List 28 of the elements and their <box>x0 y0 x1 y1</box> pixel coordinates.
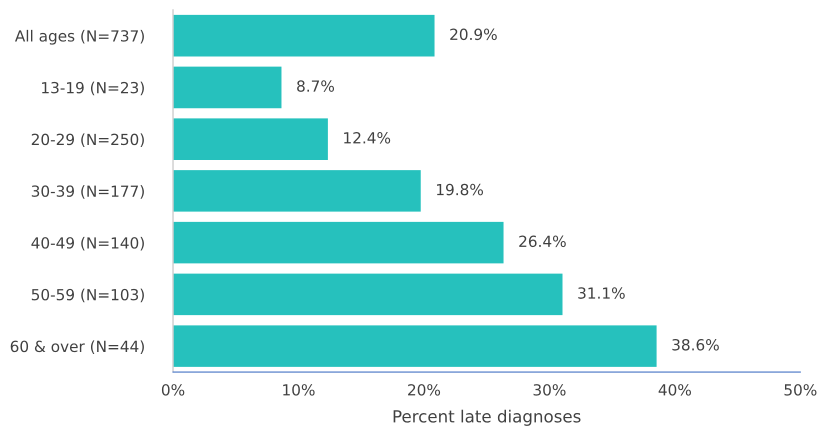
y-tick-label: 40-49 (N=140) <box>31 236 144 250</box>
data-label: 38.6% <box>672 339 719 351</box>
data-label: 12.4% <box>344 132 390 144</box>
bar <box>173 65 283 110</box>
data-label: 20.9% <box>450 28 497 40</box>
y-tick-label: 60 & over (N=44) <box>10 340 144 354</box>
bar <box>173 220 505 265</box>
data-label: 19.8% <box>437 184 484 196</box>
data-label: 26.4% <box>519 236 566 248</box>
bar <box>173 168 422 214</box>
x-tick-label: 0% <box>162 384 184 396</box>
y-tick-label: 30-39 (N=177) <box>32 185 144 199</box>
x-tick-label: 30% <box>534 384 566 396</box>
x-axis-title: Percent late diagnoses <box>394 410 581 426</box>
bar <box>173 116 330 162</box>
bar <box>173 272 564 317</box>
bar <box>173 13 436 58</box>
data-label: 31.1% <box>578 287 625 299</box>
y-tick-label: 20-29 (N=250) <box>32 133 144 147</box>
data-label: 8.7% <box>297 80 334 92</box>
y-tick-label: 13-19 (N=23) <box>42 82 144 96</box>
bar <box>173 324 658 368</box>
x-tick-label: 40% <box>658 384 691 396</box>
x-tick-label: 20% <box>408 384 440 396</box>
x-tick-label: 10% <box>283 384 315 396</box>
y-tick-label: All ages (N=737) <box>14 30 144 45</box>
y-tick-label: 50-59 (N=103) <box>32 288 144 302</box>
x-tick-label: 50% <box>784 384 816 396</box>
